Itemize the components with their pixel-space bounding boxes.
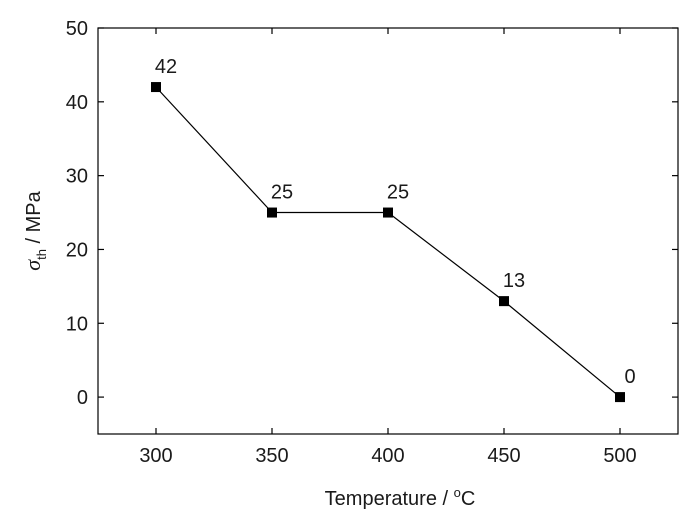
x-axis-title: Temperature / oC <box>325 485 476 510</box>
series-line <box>155 86 621 398</box>
x-tick-labels: 300 350 400 450 500 <box>139 445 636 467</box>
data-point <box>615 392 625 403</box>
y-axis-title: σth / MPa <box>20 190 49 270</box>
y-axis-title-sub: th <box>34 249 49 260</box>
y-axis-title-rest: / MPa <box>23 190 45 249</box>
x-tick-label: 450 <box>487 445 520 467</box>
data-point <box>499 296 509 307</box>
x-axis-title-degree: o <box>454 485 461 500</box>
y-tick-label: 40 <box>66 92 88 114</box>
data-point <box>267 207 277 218</box>
y-tick-label: 30 <box>66 166 88 188</box>
x-tick-label: 500 <box>603 445 636 467</box>
y-tick-label: 50 <box>66 18 88 40</box>
y-axis-title-symbol: σ <box>20 259 45 271</box>
data-label: 0 <box>624 366 635 388</box>
y-tick-label: 0 <box>77 387 88 409</box>
data-label: 25 <box>387 182 409 204</box>
y-tick-label: 10 <box>66 313 88 335</box>
axis-ticks <box>98 27 678 434</box>
data-label: 25 <box>271 182 293 204</box>
data-point <box>383 207 393 218</box>
data-label: 42 <box>155 56 177 78</box>
data-labels: 42 25 25 13 0 <box>155 56 636 388</box>
data-label: 13 <box>503 270 525 292</box>
x-tick-label: 300 <box>139 445 172 467</box>
y-tick-labels: 0 10 20 30 40 50 <box>66 18 88 409</box>
data-markers <box>151 82 625 403</box>
data-point <box>151 82 161 93</box>
x-axis-title-main: Temperature / <box>325 488 454 510</box>
x-tick-label: 400 <box>371 445 404 467</box>
y-tick-label: 20 <box>66 239 88 261</box>
x-tick-label: 350 <box>255 445 288 467</box>
x-axis-title-unit: C <box>461 488 475 510</box>
